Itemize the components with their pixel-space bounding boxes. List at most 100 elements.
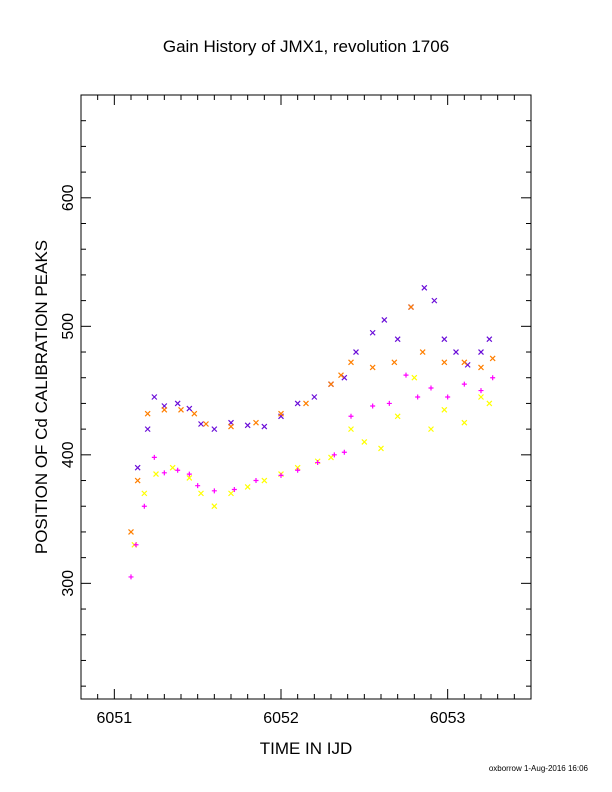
data-point — [348, 426, 354, 433]
data-point — [191, 410, 198, 417]
chart-title: Gain History of JMX1, revolution 1706 — [163, 37, 449, 56]
data-point — [445, 394, 451, 400]
data-point — [419, 349, 426, 355]
axis-tick-labels: 6051 6052 6053 300 400 500 600 — [60, 184, 466, 727]
footer-credit: oxborrow 1-Aug-2016 16:06 — [489, 764, 589, 773]
data-point — [261, 477, 268, 484]
data-point — [328, 454, 334, 461]
data-point — [331, 452, 337, 458]
plot-frame — [80, 94, 532, 700]
data-point — [490, 375, 496, 381]
data-point — [303, 400, 309, 407]
data-point — [186, 405, 193, 412]
data-point — [361, 439, 368, 445]
data-point — [370, 403, 376, 409]
data-point — [198, 421, 204, 427]
data-point — [133, 542, 139, 548]
data-point — [403, 372, 409, 378]
data-point — [151, 394, 158, 400]
x-tick-label: 6051 — [97, 710, 133, 727]
data-point — [128, 529, 134, 535]
data-point — [134, 477, 141, 484]
y-tick-label: 600 — [60, 184, 77, 211]
x-tick-label: 6052 — [263, 710, 299, 727]
data-point — [134, 464, 141, 471]
data-point — [231, 487, 237, 493]
data-point — [461, 381, 467, 387]
data-point — [489, 355, 496, 362]
data-point — [391, 359, 398, 366]
data-point — [408, 304, 414, 310]
data-point — [211, 488, 217, 494]
axis-ticks — [80, 94, 532, 699]
data-point — [431, 297, 438, 304]
data-point — [441, 359, 448, 366]
data-point — [478, 388, 484, 394]
data-point — [428, 426, 434, 433]
data-point — [174, 400, 181, 407]
data-point — [486, 400, 493, 407]
data-point — [394, 336, 401, 343]
data-point — [261, 423, 268, 430]
data-point — [211, 426, 218, 433]
data-point — [338, 372, 344, 379]
data-point — [161, 470, 167, 476]
data-point — [441, 336, 448, 343]
data-point — [295, 467, 301, 473]
data-point — [128, 574, 134, 580]
data-point — [441, 406, 448, 413]
data-point — [394, 413, 401, 420]
data-point — [198, 490, 204, 497]
data-series — [128, 284, 496, 580]
data-point — [228, 423, 234, 430]
data-point — [453, 349, 459, 355]
data-point — [141, 503, 147, 509]
data-point — [378, 445, 384, 452]
data-point — [186, 471, 192, 477]
series-0 — [134, 284, 493, 471]
data-point — [169, 464, 176, 471]
series-1 — [128, 304, 496, 535]
data-point — [386, 400, 392, 406]
data-point — [369, 329, 376, 336]
y-tick-label: 400 — [60, 441, 77, 468]
data-point — [421, 284, 428, 291]
y-tick-label: 300 — [60, 570, 77, 597]
series-3 — [128, 372, 496, 580]
data-point — [144, 426, 151, 433]
data-point — [461, 359, 468, 366]
data-point — [486, 336, 493, 343]
y-axis-label: POSITION OF Cd CALIBRATION PEAKS — [32, 240, 51, 554]
series-2 — [131, 374, 493, 548]
data-point — [178, 406, 184, 413]
data-point — [381, 316, 388, 323]
data-point — [141, 490, 148, 497]
data-point — [428, 385, 434, 391]
data-point — [244, 422, 251, 429]
data-point — [253, 478, 259, 484]
data-point — [411, 374, 418, 381]
data-point — [478, 364, 484, 371]
data-point — [161, 406, 168, 413]
data-point — [461, 419, 468, 426]
data-point — [195, 483, 201, 489]
data-point — [348, 359, 354, 366]
data-point — [315, 460, 321, 466]
data-point — [228, 490, 234, 497]
data-point — [175, 467, 181, 473]
data-point — [341, 449, 347, 455]
data-point — [153, 471, 159, 478]
data-point — [328, 381, 334, 388]
data-point — [348, 413, 354, 419]
x-tick-label: 6053 — [430, 710, 466, 727]
data-point — [294, 464, 301, 471]
data-point — [478, 394, 484, 400]
data-point — [211, 503, 218, 510]
data-point — [294, 400, 301, 407]
data-point — [278, 472, 284, 478]
data-point — [478, 349, 484, 355]
data-point — [203, 421, 209, 427]
data-point — [244, 484, 251, 490]
data-point — [151, 454, 157, 460]
